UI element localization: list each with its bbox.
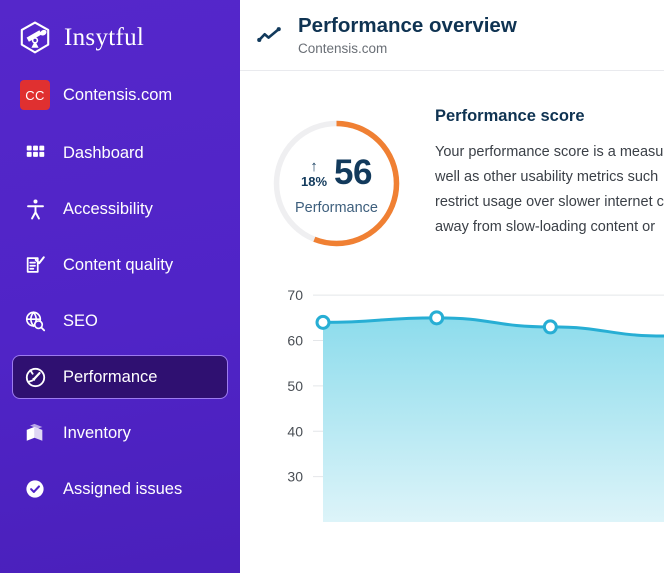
chart-area-fill [323,317,664,522]
score-paragraph-line: restrict usage over slower internet c [435,194,664,210]
chart-markers [315,310,558,335]
sidebar-nav: Dashboard Accessibility [0,131,240,511]
sidebar-item-accessibility[interactable]: Accessibility [12,187,228,231]
chart-y-tick: 60 [287,333,303,349]
sidebar-item-label: Dashboard [63,143,144,162]
site-avatar: CC [20,80,50,110]
brand-name: Insytful [64,23,145,51]
sidebar-item-label: Accessibility [63,199,153,218]
gauge-center: ↑ 18% 56 Performance [270,117,403,250]
sidebar-item-seo[interactable]: SEO [12,299,228,343]
sidebar-item-performance[interactable]: Performance [12,355,228,399]
sidebar: Insytful CC Contensis.com Dashbo [0,0,240,573]
line-chart-trend-icon [254,20,284,50]
page-title: Performance overview [298,14,517,38]
gauge-delta-value: 18% [301,173,328,189]
telescope-hexagon-logo-icon [17,20,53,56]
score-description: Performance score Your performance score… [435,101,664,240]
chart-y-tick: 50 [287,378,303,394]
sidebar-item-label: Assigned issues [63,479,183,498]
check-circle-icon [23,477,47,501]
page-subtitle: Contensis.com [298,40,388,56]
speedometer-icon [23,365,47,389]
gauge-value-row: ↑ 18% 56 [301,153,372,193]
site-selector[interactable]: CC Contensis.com [0,71,240,119]
sidebar-item-label: Content quality [63,255,174,274]
sidebar-item-label: Inventory [63,423,131,442]
gauge-score-value: 56 [334,153,372,192]
grid-icon [23,141,47,165]
site-name: Contensis.com [63,85,173,104]
up-arrow-icon: ↑ [310,157,318,175]
chart-y-tick-labels: 30 40 50 60 70 [287,287,303,484]
chart-y-tick: 70 [287,287,303,303]
accessibility-person-icon [23,197,47,221]
brand[interactable]: Insytful [0,0,240,62]
clipboard-check-icon [23,253,47,277]
chart-line [321,316,664,338]
sidebar-item-label: Performance [63,367,158,386]
gauge-delta: ↑ 18% [301,159,327,188]
performance-area-chart: 30 40 50 60 70 [287,287,664,522]
sidebar-item-inventory[interactable]: Inventory [12,411,228,455]
score-paragraph-line: Your performance score is a measu [435,144,664,160]
page-header: Performance overview Contensis.com [240,0,664,71]
page-header-text: Performance overview Contensis.com [298,14,517,56]
score-paragraph-line: well as other usability metrics such [435,169,659,185]
sidebar-item-label: SEO [63,311,98,330]
gauge-label: Performance [294,200,378,216]
score-paragraph-line: away from slow-loading content or [435,219,656,235]
chart-y-tick: 30 [287,469,303,485]
chart-y-tick: 40 [287,423,303,439]
chart-marker[interactable] [315,314,331,330]
main-content: Performance overview Contensis.com ↑ 18% [240,0,664,573]
gauge-svg [273,120,400,247]
chart-marker[interactable] [542,319,558,335]
globe-search-icon [23,309,47,333]
score-heading: Performance score [435,107,585,125]
chart-marker[interactable] [429,310,445,326]
sidebar-item-content-quality[interactable]: Content quality [12,243,228,287]
performance-score-card: ↑ 18% 56 Performance Performance score Y… [240,71,664,250]
sidebar-item-assigned-issues[interactable]: Assigned issues [12,467,228,511]
sidebar-item-dashboard[interactable]: Dashboard [12,131,228,175]
performance-gauge: ↑ 18% 56 Performance [270,117,403,250]
box-icon [23,421,47,445]
